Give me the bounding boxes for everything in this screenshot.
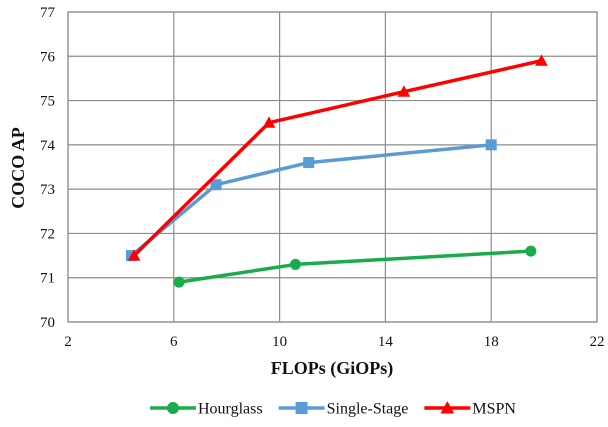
legend-marker (295, 402, 308, 414)
grid-lines (67, 11, 598, 323)
legend-item: Hourglass (150, 401, 263, 418)
y-tick-label: 70 (40, 315, 55, 331)
series-line (132, 59, 542, 257)
data-point (127, 249, 141, 261)
plot-border (67, 11, 598, 323)
legend-marker (167, 402, 179, 414)
plot-frame (67, 11, 598, 323)
data-point (397, 85, 411, 97)
data-point (303, 157, 315, 169)
series-mspn (127, 54, 548, 261)
series-group (125, 54, 548, 288)
data-point (289, 258, 301, 270)
data-point (535, 54, 548, 66)
x-tick-label: 10 (272, 334, 287, 350)
series-line (130, 143, 492, 257)
data-point (525, 245, 537, 257)
y-tick-label: 73 (40, 182, 55, 198)
legend-item: Single-Stage (278, 401, 409, 418)
y-tick-label: 75 (40, 94, 55, 110)
legend: Hourglass Single-Stage MSPN (150, 401, 516, 418)
legend-item: MSPN (424, 401, 516, 418)
data-point (210, 179, 222, 191)
data-point (485, 139, 497, 151)
legend-label: Single-Stage (327, 401, 409, 418)
legend-marker (440, 401, 455, 414)
y-tick-label: 74 (40, 138, 56, 154)
tick-labels: 70 71 72 73 74 75 76 77 2 6 10 14 18 22 (40, 5, 605, 350)
y-tick-label: 76 (40, 49, 56, 65)
x-tick-label: 14 (378, 334, 394, 350)
y-tick-label: 77 (40, 5, 56, 21)
legend-label: MSPN (472, 401, 516, 418)
series-hourglass (173, 245, 537, 288)
x-tick-label: 2 (64, 334, 72, 350)
y-tick-label: 71 (40, 271, 55, 287)
x-tick-label: 6 (170, 334, 178, 350)
data-point (262, 116, 276, 128)
x-tick-label: 18 (484, 334, 499, 350)
y-tick-label: 72 (40, 226, 55, 242)
data-point (173, 276, 185, 288)
series-single-stage (125, 139, 497, 262)
x-tick-label: 22 (590, 334, 605, 350)
legend-label: Hourglass (198, 401, 263, 418)
x-axis-title: FLOPs (GiOPs) (271, 358, 394, 379)
y-axis-title: COCO AP (8, 127, 28, 209)
